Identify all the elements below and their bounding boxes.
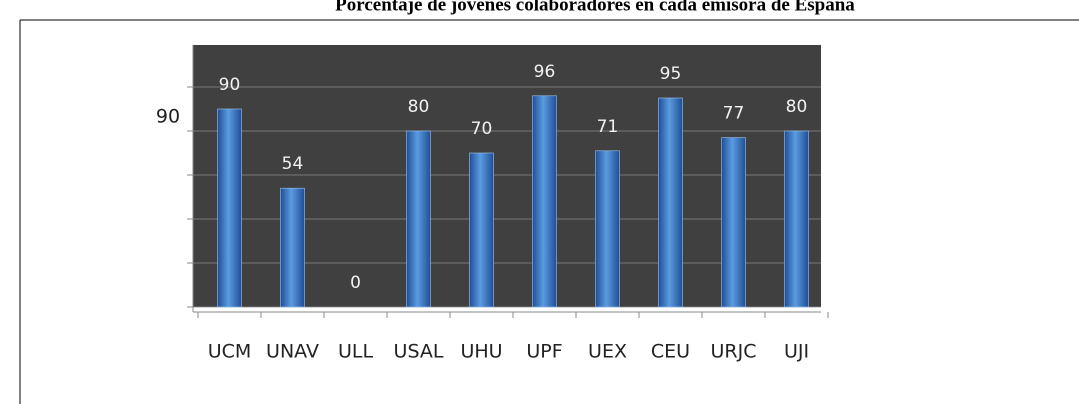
bar (595, 150, 620, 308)
x-tick-label: URJC (711, 341, 757, 363)
bar (217, 108, 242, 308)
x-tick-label: UJI (784, 341, 809, 363)
value-label: 90 (219, 75, 241, 95)
chart-title: Porcentaje de jóvenes colaboradores en c… (335, 0, 855, 15)
bar (280, 187, 305, 308)
x-tick-label: UCM (208, 341, 252, 363)
bar (784, 130, 809, 308)
value-label: 96 (534, 62, 556, 82)
x-tick-label: UNAV (266, 341, 319, 363)
bar (658, 97, 683, 308)
value-label: 80 (786, 97, 808, 117)
bar (532, 95, 557, 308)
x-tick-label: CEU (651, 341, 690, 363)
x-tick-label: UEX (588, 341, 627, 363)
value-label: 77 (723, 104, 745, 124)
value-label: 71 (597, 117, 619, 137)
value-label: 80 (408, 97, 430, 117)
value-label: 70 (471, 119, 493, 139)
annotation: 90 (156, 106, 180, 128)
x-tick-label: USAL (394, 341, 444, 363)
x-tick-label: UPF (526, 341, 562, 363)
bar (406, 130, 431, 308)
value-label: 95 (660, 64, 682, 84)
value-label: 54 (282, 154, 304, 174)
x-tick-label: UHU (460, 341, 502, 363)
x-tick-label: ULL (338, 341, 373, 363)
bar (721, 137, 746, 308)
value-label: 0 (350, 273, 361, 293)
bar (469, 152, 494, 308)
